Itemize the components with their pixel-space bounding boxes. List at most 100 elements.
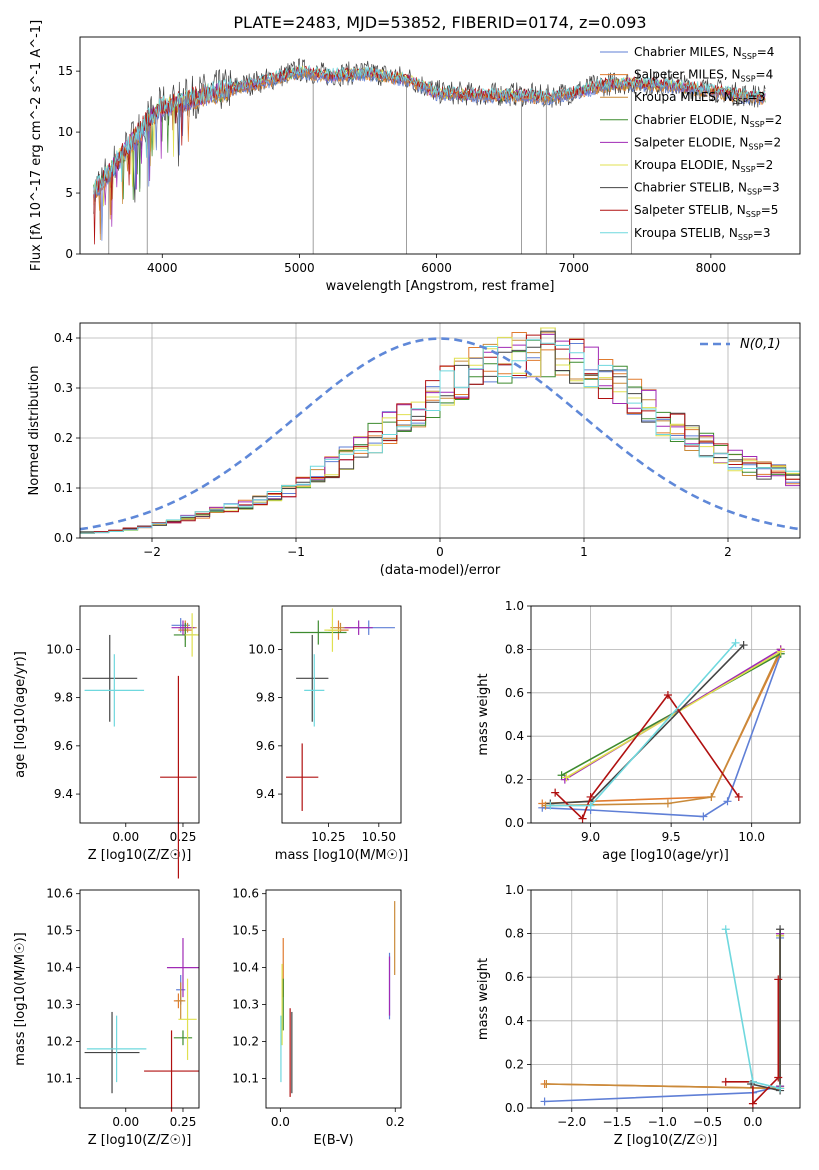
weight-z-ytick-label: 0.0 xyxy=(505,1101,524,1115)
weight-z-xtick-label: 0.0 xyxy=(743,1115,762,1129)
mass-ebv-ytick-label: 10.5 xyxy=(232,924,259,938)
weight-z-xtick-label: −1.0 xyxy=(648,1115,677,1129)
weight-age-series-marker xyxy=(557,771,566,780)
age-mass-ytick-label: 10.0 xyxy=(248,642,275,656)
weight-z-ylabel: mass weight xyxy=(476,958,491,1040)
mass-ebv-xtick-label: 0.0 xyxy=(271,1115,290,1129)
mass-ebv-xtick-label: 0.2 xyxy=(386,1115,405,1129)
spectrum-ytick-label: 0 xyxy=(65,247,73,261)
weight-age-ytick-label: 0.0 xyxy=(505,816,524,830)
mass-ebv-ytick-label: 10.3 xyxy=(232,998,259,1012)
mass-z-ytick-label: 10.4 xyxy=(46,961,73,975)
histogram-ytick-label: 0.2 xyxy=(54,431,73,445)
weight-age-series-marker xyxy=(776,647,785,656)
histogram-ytick-label: 0.1 xyxy=(54,481,73,495)
spectrum-xtick-label: 6000 xyxy=(421,261,452,275)
mass-z-ytick-label: 10.2 xyxy=(46,1034,73,1048)
weight-age-ytick-label: 0.2 xyxy=(505,773,524,787)
weight-age-series-marker xyxy=(663,690,672,699)
mass-z-ytick-label: 10.1 xyxy=(46,1071,73,1085)
age-z-ylabel: age [log10(age/yr)] xyxy=(13,651,28,778)
weight-age-series-marker xyxy=(546,801,555,810)
weight-age-series-marker xyxy=(723,797,732,806)
histogram-xtick-label: −2 xyxy=(143,545,161,559)
weight-z-xtick-label: −0.5 xyxy=(693,1115,722,1129)
spectrum-xtick-label: 8000 xyxy=(696,261,727,275)
spectrum-series-line xyxy=(93,64,766,195)
weight-z-series-marker xyxy=(721,1077,730,1086)
weight-age-series-line xyxy=(565,650,782,779)
mass-z-xlabel: Z [log10(Z/Z☉)] xyxy=(88,1133,192,1148)
weight-age-ytick-label: 0.6 xyxy=(505,686,524,700)
histogram-xlabel: (data-model)/error xyxy=(380,563,501,578)
weight-z-ytick-label: 0.2 xyxy=(505,1057,524,1071)
weight-age-series-marker xyxy=(562,773,571,782)
weight-z-xtick-label: −2.0 xyxy=(557,1115,586,1129)
spectrum-legend-label: Chabrier STELIB, NSSP=3 xyxy=(634,181,780,197)
weight-z-xtick-label: −1.5 xyxy=(602,1115,631,1129)
age-z-ytick-label: 9.4 xyxy=(54,787,73,801)
mass-z-ytick-label: 10.3 xyxy=(46,998,73,1012)
histogram-ytick-label: 0.4 xyxy=(54,331,73,345)
weight-age-ylabel: mass weight xyxy=(476,673,491,755)
age-mass-ytick-label: 9.6 xyxy=(256,739,275,753)
age-z-xtick-label: 0.25 xyxy=(170,830,197,844)
spectrum-ytick-label: 10 xyxy=(58,125,73,139)
weight-age-xlabel: age [log10(age/yr)] xyxy=(602,848,729,863)
weight-z-ytick-label: 0.6 xyxy=(505,970,524,984)
weight-z-series-marker xyxy=(776,1084,785,1093)
mass-z-xtick-label: 0.00 xyxy=(112,1115,139,1129)
histogram-xtick-label: 1 xyxy=(580,545,588,559)
histogram-ylabel: Normed distribution xyxy=(27,366,42,496)
age-z-ytick-label: 9.6 xyxy=(54,739,73,753)
spectrum-ytick-label: 5 xyxy=(65,186,73,200)
weight-age-series-marker xyxy=(734,792,743,801)
weight-age-series-marker xyxy=(699,812,708,821)
spectrum-legend-label: Chabrier MILES, NSSP=4 xyxy=(634,45,774,61)
histogram-xtick-label: 0 xyxy=(436,545,444,559)
spectrum-xlabel: wavelength [Angstrom, rest frame] xyxy=(326,279,555,294)
spectrum-xtick-label: 7000 xyxy=(558,261,589,275)
weight-z-series-marker xyxy=(748,1099,757,1108)
histogram-legend-label: N(0,1) xyxy=(740,337,781,352)
weight-age-frame xyxy=(530,605,801,824)
spectrum-xtick-label: 5000 xyxy=(284,261,315,275)
age-z-xlabel: Z [log10(Z/Z☉)] xyxy=(88,848,192,863)
mass-ebv-ytick-label: 10.6 xyxy=(232,887,259,901)
histogram-xtick-label: −1 xyxy=(287,545,305,559)
weight-z-ytick-label: 0.4 xyxy=(505,1014,524,1028)
mass-ebv-ytick-label: 10.2 xyxy=(232,1034,259,1048)
weight-z-series-marker xyxy=(721,925,730,934)
weight-age-series-line xyxy=(545,649,782,807)
weight-age-xtick-label: 10.0 xyxy=(738,830,765,844)
weight-age-ytick-label: 0.8 xyxy=(505,642,524,656)
weight-age-series-marker xyxy=(578,814,587,823)
spectrum-legend-label: Kroupa ELODIE, NSSP=2 xyxy=(634,158,773,174)
weight-z-frame xyxy=(530,889,801,1109)
weight-age-series-marker xyxy=(586,801,595,810)
age-mass-xlabel: mass [log10(M/M☉)] xyxy=(275,848,408,863)
weight-age-ytick-label: 0.4 xyxy=(505,729,524,743)
spectrum-legend-label: Kroupa MILES, NSSP=3 xyxy=(634,90,765,106)
spectrum-legend-label: Chabrier ELODIE, NSSP=2 xyxy=(634,113,782,129)
mass-z-ytick-label: 10.5 xyxy=(46,924,73,938)
weight-z-xlabel: Z [log10(Z/Z☉)] xyxy=(614,1133,718,1148)
spectrum-legend-label: Kroupa STELIB, NSSP=3 xyxy=(634,226,771,242)
histogram-ytick-label: 0.3 xyxy=(54,381,73,395)
mass-ebv-ytick-label: 10.4 xyxy=(232,961,259,975)
weight-z-series-marker xyxy=(774,975,783,984)
age-mass-ytick-label: 9.8 xyxy=(256,691,275,705)
age-z-xtick-label: 0.00 xyxy=(112,830,139,844)
histogram-xtick-label: 2 xyxy=(724,545,732,559)
age-mass-frame xyxy=(281,605,402,824)
mass-ebv-frame xyxy=(265,889,402,1109)
weight-age-series-marker xyxy=(731,638,740,647)
histogram-ytick-label: 0.0 xyxy=(54,531,73,545)
age-mass-ytick-label: 9.4 xyxy=(256,787,275,801)
weight-age-series-marker xyxy=(586,792,595,801)
histogram-frame xyxy=(79,322,801,539)
spectrum-xtick-label: 4000 xyxy=(147,261,178,275)
weight-age-xtick-label: 9.0 xyxy=(581,830,600,844)
